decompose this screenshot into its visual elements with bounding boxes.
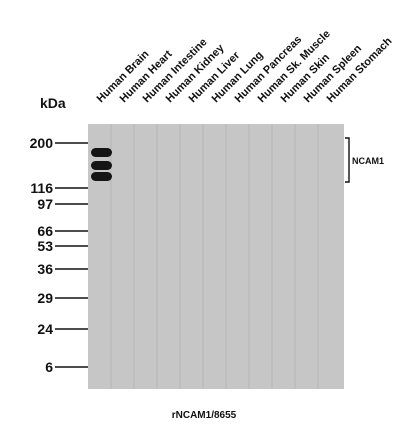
bracket-line xyxy=(345,137,350,183)
ncam1-bracket: NCAM1 xyxy=(345,137,384,183)
marker-label-200: 200 xyxy=(30,135,54,151)
marker-label-66: 66 xyxy=(37,223,53,239)
marker-label-36: 36 xyxy=(37,261,53,277)
marker-label-6: 6 xyxy=(45,359,53,375)
ncam1-bands xyxy=(91,148,112,181)
protein-label-ncam1: NCAM1 xyxy=(352,156,384,166)
lane-labels: Human Brain Human Heart Human Intestine … xyxy=(95,28,395,105)
antibody-caption: rNCAM1/8655 xyxy=(172,410,237,421)
band-upper xyxy=(91,148,112,157)
marker-label-116: 116 xyxy=(30,180,53,196)
membrane-background xyxy=(88,124,344,389)
band-middle xyxy=(91,161,112,170)
marker-label-24: 24 xyxy=(37,321,53,337)
kda-label: kDa xyxy=(40,95,66,111)
molecular-weight-markers: 200 116 97 66 53 36 29 24 6 xyxy=(30,135,88,375)
band-lower xyxy=(91,172,112,181)
marker-label-29: 29 xyxy=(37,290,53,306)
marker-label-97: 97 xyxy=(37,196,53,212)
blot-membrane xyxy=(88,124,344,389)
marker-label-53: 53 xyxy=(37,238,53,254)
